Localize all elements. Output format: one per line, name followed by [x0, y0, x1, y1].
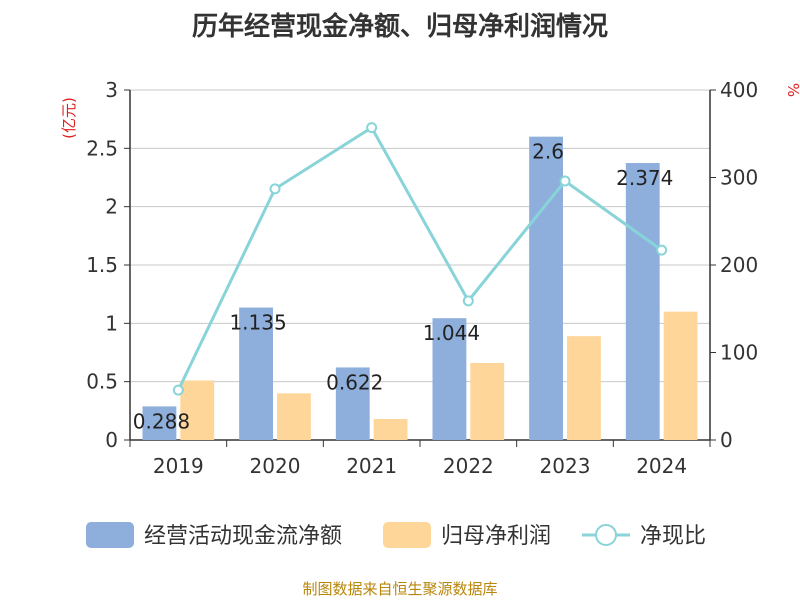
- bar-operating-cash-flow: [142, 406, 177, 440]
- y-tick-left-label: 2: [105, 195, 118, 219]
- y-tick-right-label: 400: [720, 78, 758, 102]
- data-source-note: 制图数据来自恒生聚源数据库: [302, 580, 498, 598]
- bar-net-profit: [470, 363, 505, 440]
- bar-operating-cash-flow: [529, 136, 563, 440]
- y-tick-right-label: 100: [720, 341, 758, 365]
- y-tick-right-label: 300: [720, 166, 758, 190]
- bar-operating-cash-flow: [432, 318, 467, 440]
- bar-value-label: 2.374: [616, 166, 673, 190]
- legend: 经营活动现金流净额 归母净利润 净现比: [86, 522, 706, 549]
- grid-lines: [130, 89, 710, 383]
- chart-title: 历年经营现金净额、归母净利润情况: [191, 12, 608, 42]
- chart-svg: 0 0.5 1 1.5 2 2.5 3 0 100 200 300 400 2019 2020 2021…: [60, 78, 800, 549]
- bar-value-labels: 0.288 1.135 0.622 1.044 2.6 2.374: [133, 140, 674, 434]
- ratio-point: [269, 183, 281, 195]
- ratio-point: [656, 244, 668, 256]
- bar-value-label: 2.6: [532, 140, 564, 164]
- legend-swatch-net-profit: [383, 522, 431, 548]
- ratio-point: [462, 295, 474, 307]
- bar-net-profit: [180, 380, 215, 440]
- bar-net-profit: [373, 419, 408, 440]
- legend-swatch-operating-cash-flow: [86, 522, 134, 548]
- bar-operating-cash-flow: [625, 163, 660, 441]
- y-tick-right-label: 0: [720, 428, 733, 452]
- bar-value-label: 1.135: [229, 311, 286, 335]
- bar-net-profit: [567, 336, 601, 440]
- ratio-line-path: [176, 125, 663, 391]
- x-tick-label: 2020: [250, 454, 301, 478]
- x-tick-label: 2023: [540, 454, 591, 478]
- bar-value-label: 0.622: [326, 370, 383, 394]
- ratio-point: [172, 384, 184, 396]
- y-axis-right-label: %: [784, 83, 800, 97]
- x-tick-label: 2022: [443, 454, 494, 478]
- y-tick-left-label: 1: [105, 311, 118, 335]
- x-ticks: 2019 2020 2021 2022 2023 2024: [129, 440, 711, 478]
- y-tick-left-label: 2.5: [86, 136, 118, 160]
- x-tick-label: 2024: [636, 454, 687, 478]
- ratio-point: [559, 175, 571, 187]
- y-tick-left-label: 3: [105, 78, 118, 102]
- ratio-point: [366, 122, 378, 134]
- legend-label-ratio: 净现比: [640, 524, 706, 549]
- ratio-line: [172, 122, 668, 396]
- x-tick-label: 2019: [153, 454, 204, 478]
- bar-operating-cash-flow: [239, 307, 273, 440]
- legend-label-operating-cash-flow: 经营活动现金流净额: [144, 524, 342, 549]
- bar-value-label: 1.044: [423, 321, 480, 345]
- bar-operating-cash-flow: [335, 367, 370, 440]
- y-tick-right-label: 200: [720, 253, 758, 277]
- bar-net-profit: [277, 393, 311, 440]
- bar-net-profit: [663, 311, 698, 440]
- y-tick-left-label: 0: [105, 428, 118, 452]
- y-tick-left-label: 0.5: [86, 370, 118, 394]
- y-ticks-right: 0 100 200 300 400: [710, 78, 758, 452]
- legend-label-net-profit: 归母净利润: [441, 524, 551, 549]
- x-tick-label: 2021: [346, 454, 397, 478]
- bars: [142, 136, 698, 441]
- bar-value-label: 0.288: [133, 409, 190, 433]
- legend-marker-ratio: [595, 524, 617, 546]
- y-ticks-left: 0 0.5 1 1.5 2 2.5 3: [86, 78, 130, 452]
- y-tick-left-label: 1.5: [86, 253, 118, 277]
- y-axis-left-label: (亿元): [60, 97, 78, 139]
